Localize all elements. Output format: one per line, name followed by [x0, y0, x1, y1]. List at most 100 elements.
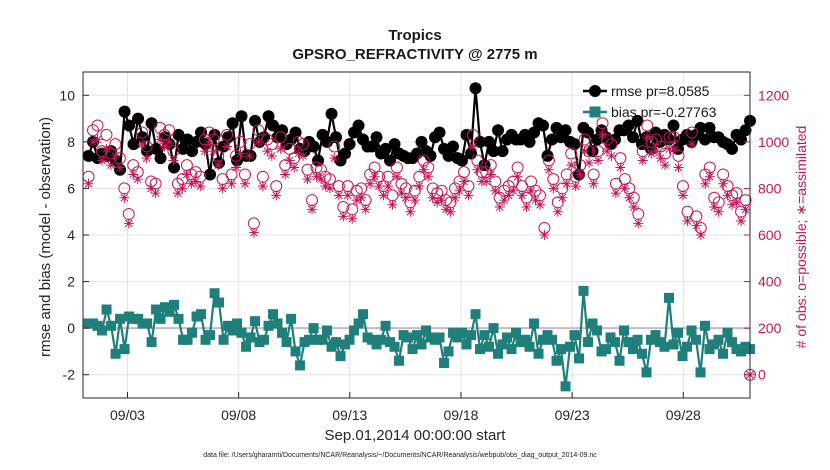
- assimilated-obs-point: [713, 206, 724, 217]
- assimilated-obs-point: [642, 132, 653, 143]
- rmse-point: [739, 124, 752, 137]
- assimilated-obs-point: [302, 174, 313, 185]
- rmse-point: [541, 149, 554, 162]
- assimilated-obs-point: [454, 185, 465, 196]
- possible-obs-point: [395, 177, 408, 190]
- bias-point: [506, 344, 517, 355]
- assimilated-obs-point: [396, 188, 407, 199]
- assimilated-obs-point: [204, 139, 215, 150]
- assimilated-obs-point: [315, 174, 326, 185]
- bias-point: [232, 318, 243, 329]
- bias-point: [308, 323, 319, 334]
- assimilated-obs-point: [195, 181, 206, 192]
- bias-point: [641, 367, 652, 378]
- assimilated-obs-point: [445, 206, 456, 217]
- bias-point: [358, 309, 369, 320]
- assimilated-obs-point: [637, 155, 648, 166]
- bias-point: [290, 346, 301, 357]
- possible-obs-point: [163, 124, 176, 137]
- bias-point: [268, 309, 279, 320]
- assimilated-obs-point: [669, 143, 680, 154]
- assimilated-obs-point: [405, 206, 416, 217]
- rmse-point: [118, 105, 131, 118]
- bias-point: [722, 327, 733, 338]
- assimilated-obs-point: [338, 211, 349, 222]
- possible-obs-point: [265, 138, 278, 151]
- possible-obs-point: [654, 140, 667, 153]
- assimilated-obs-point: [494, 202, 505, 213]
- assimilated-obs-point: [467, 141, 478, 152]
- tick-label-y-left: 6: [67, 180, 75, 196]
- assimilated-obs-point: [485, 169, 496, 180]
- assimilated-obs-point: [280, 169, 291, 180]
- assimilated-obs-point: [543, 164, 554, 175]
- bias-point: [439, 358, 450, 369]
- bias-point: [578, 285, 589, 296]
- assimilated-obs-point: [347, 213, 358, 224]
- possible-obs-point: [270, 180, 283, 193]
- bias-point: [169, 299, 180, 310]
- assimilated-obs-point: [208, 146, 219, 157]
- rmse-point: [528, 126, 541, 139]
- assimilated-obs-point: [164, 136, 175, 147]
- legend-bias-label: bias pr=-0.27763: [611, 104, 717, 120]
- rmse-point: [276, 124, 289, 137]
- tick-label-y-right: 0: [758, 367, 766, 383]
- legend-rmse-marker: [589, 85, 601, 97]
- rmse-point: [433, 126, 446, 139]
- rmse-point: [325, 107, 338, 120]
- rmse-point: [123, 119, 136, 132]
- assimilated-obs-point: [610, 188, 621, 199]
- assimilated-obs-point: [521, 202, 532, 213]
- tick-label-y-left: -2: [63, 367, 76, 383]
- rmse-point: [627, 131, 640, 144]
- assimilated-obs-point: [226, 178, 237, 189]
- assimilated-obs-point: [190, 176, 201, 187]
- bias-point: [164, 306, 175, 317]
- possible-obs-point: [100, 128, 113, 141]
- bias-point: [376, 334, 387, 345]
- bias-point: [209, 288, 220, 299]
- bias-point: [187, 327, 198, 338]
- assimilated-obs-point: [275, 143, 286, 154]
- assimilated-obs-point: [378, 190, 389, 201]
- bias-point: [272, 318, 283, 329]
- bias-point: [97, 325, 108, 336]
- bias-point: [331, 337, 342, 348]
- tick-label-y-left: 10: [59, 87, 75, 103]
- tick-label-y-left: 8: [67, 134, 75, 150]
- assimilated-obs-point: [704, 171, 715, 182]
- assimilated-obs-point: [695, 230, 706, 240]
- assimilated-obs-point: [615, 162, 626, 173]
- possible-obs-point: [91, 119, 104, 132]
- rmse-point: [267, 119, 280, 132]
- bias-point: [614, 355, 625, 366]
- possible-obs-point: [238, 168, 251, 181]
- bias-point: [101, 304, 112, 315]
- bias-point: [259, 334, 270, 345]
- possible-obs-point: [587, 168, 600, 181]
- assimilated-obs-point: [137, 139, 148, 150]
- assimilated-obs-point: [217, 183, 228, 194]
- bias-point: [349, 325, 360, 336]
- assimilated-obs-point: [579, 146, 590, 157]
- assimilated-obs-point: [239, 178, 250, 189]
- assimilated-obs-point: [673, 162, 684, 173]
- assimilated-obs-point: [400, 192, 411, 203]
- possible-obs-point: [605, 138, 618, 151]
- rmse-point: [235, 110, 248, 123]
- bias-point: [569, 330, 580, 341]
- assimilated-obs-point: [651, 146, 662, 157]
- bias-point: [236, 327, 247, 338]
- possible-obs-point: [328, 140, 341, 153]
- bias-point: [394, 355, 405, 366]
- bias-point: [650, 330, 661, 341]
- possible-obs-point: [650, 133, 663, 146]
- rmse-point: [469, 82, 482, 95]
- bias-point: [434, 332, 445, 343]
- rmse-point: [204, 168, 217, 181]
- bias-point: [412, 330, 423, 341]
- bias-point: [295, 360, 306, 371]
- tick-label-x: 09/13: [332, 407, 367, 423]
- bias-point: [673, 327, 684, 338]
